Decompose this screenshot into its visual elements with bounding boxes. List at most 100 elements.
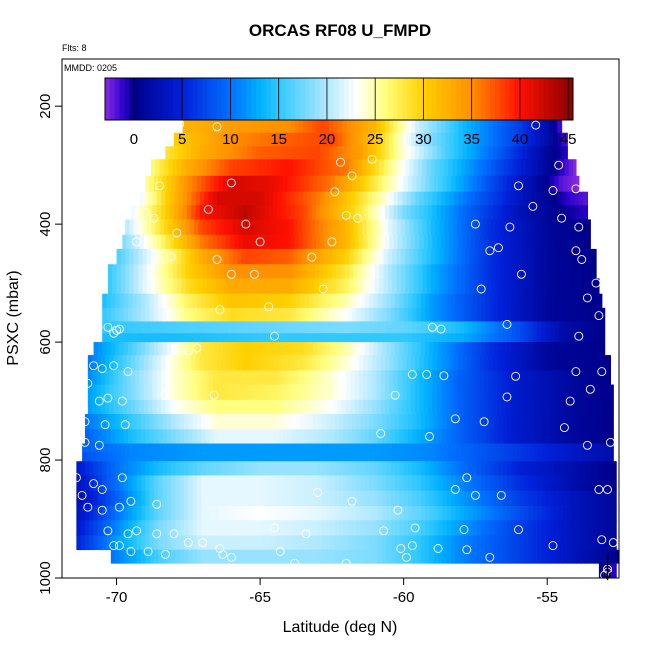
heatmap-cell (449, 355, 455, 371)
heatmap-cell (557, 399, 563, 415)
heatmap-cell (351, 321, 357, 334)
heatmap-cell (448, 452, 454, 462)
heatmap-cell (199, 384, 205, 401)
heatmap-cell (188, 321, 194, 334)
heatmap-cell (573, 219, 578, 236)
heatmap-cell (465, 248, 471, 265)
heatmap-cell (430, 219, 436, 236)
heatmap-cell (455, 342, 461, 356)
heatmap-cell (161, 234, 166, 250)
heatmap-cell (565, 384, 571, 401)
heatmap-cell (219, 452, 225, 462)
observation-point (582, 440, 592, 450)
heatmap-cell (275, 264, 281, 279)
heatmap-cell (149, 321, 155, 334)
heatmap-cell (472, 549, 478, 564)
heatmap-cell (366, 443, 372, 453)
heatmap-cell (518, 234, 524, 250)
heatmap-cell (519, 342, 525, 356)
heatmap-cell (544, 119, 550, 134)
heatmap-cell (341, 355, 347, 371)
heatmap-cell (337, 191, 343, 206)
heatmap-cell (471, 146, 477, 160)
heatmap-cell (337, 355, 343, 371)
heatmap-cell (459, 342, 465, 356)
heatmap-cell (343, 342, 349, 356)
heatmap-cell (334, 535, 340, 551)
heatmap-cell (596, 399, 601, 415)
heatmap-cell (416, 307, 422, 322)
heatmap-cell (517, 248, 522, 265)
heatmap-cell (153, 429, 159, 444)
heatmap-cell (158, 307, 164, 322)
observation-point (275, 547, 285, 556)
heatmap-cell (231, 506, 237, 521)
heatmap-cell (310, 278, 316, 295)
heatmap-cell (224, 159, 230, 177)
heatmap-cell (214, 490, 220, 507)
heatmap-cell (125, 219, 131, 236)
heatmap-cell (347, 333, 353, 343)
heatmap-cell (130, 234, 136, 250)
heatmap-cell (296, 293, 301, 309)
heatmap-cell (303, 205, 309, 220)
heatmap-band (116, 248, 597, 265)
heatmap-cell (540, 119, 545, 134)
heatmap-cell (84, 414, 90, 430)
heatmap-cell (146, 278, 152, 295)
heatmap-cell (227, 549, 232, 564)
heatmap-cell (330, 429, 336, 444)
heatmap-cell (347, 490, 353, 507)
heatmap-cell (285, 384, 291, 401)
heatmap-cell (175, 414, 181, 430)
heatmap-cell (529, 248, 535, 265)
heatmap-cell (317, 307, 323, 322)
heatmap-cell (459, 321, 465, 334)
heatmap-cell (468, 414, 474, 430)
colorbar-segment (295, 78, 301, 120)
heatmap-cell (96, 399, 102, 415)
heatmap-cell (318, 159, 324, 177)
heatmap-cell (558, 461, 564, 476)
heatmap-cell (334, 475, 340, 492)
observation-point (215, 544, 225, 553)
heatmap-cell (241, 219, 247, 236)
heatmap-cell (541, 333, 547, 343)
heatmap-cell (588, 475, 594, 492)
heatmap-cell (222, 506, 228, 521)
heatmap-cell (145, 535, 151, 551)
heatmap-cell (297, 264, 303, 279)
heatmap-band (76, 520, 617, 536)
heatmap-cell (440, 370, 446, 385)
heatmap-cell (235, 506, 241, 521)
heatmap-cell (597, 475, 603, 492)
heatmap-cell (527, 399, 533, 415)
heatmap-cell (116, 248, 122, 265)
heatmap-cell (484, 355, 489, 371)
heatmap-cell (505, 399, 511, 415)
heatmap-cell (306, 452, 311, 462)
heatmap-cell (166, 307, 172, 322)
heatmap-cell (415, 370, 421, 385)
heatmap-cell (273, 384, 278, 401)
heatmap-cell (471, 384, 477, 401)
heatmap-cell (340, 452, 346, 462)
heatmap-cell (580, 549, 586, 564)
heatmap-cell (156, 191, 162, 206)
heatmap-cell (128, 475, 133, 492)
heatmap-cell (420, 333, 426, 343)
heatmap-cell (416, 535, 422, 551)
heatmap-cell (227, 307, 232, 322)
heatmap-cell (125, 264, 131, 279)
heatmap-cell (415, 205, 421, 220)
heatmap-band (84, 429, 614, 444)
heatmap-cell (222, 175, 228, 193)
heatmap-cell (117, 399, 123, 415)
heatmap-cell (225, 119, 231, 134)
heatmap-cell (577, 219, 583, 236)
heatmap-cell (476, 520, 482, 536)
heatmap-cell (382, 429, 388, 444)
heatmap-cell (468, 429, 474, 444)
heatmap-cell (542, 452, 548, 462)
heatmap-cell (245, 278, 251, 295)
